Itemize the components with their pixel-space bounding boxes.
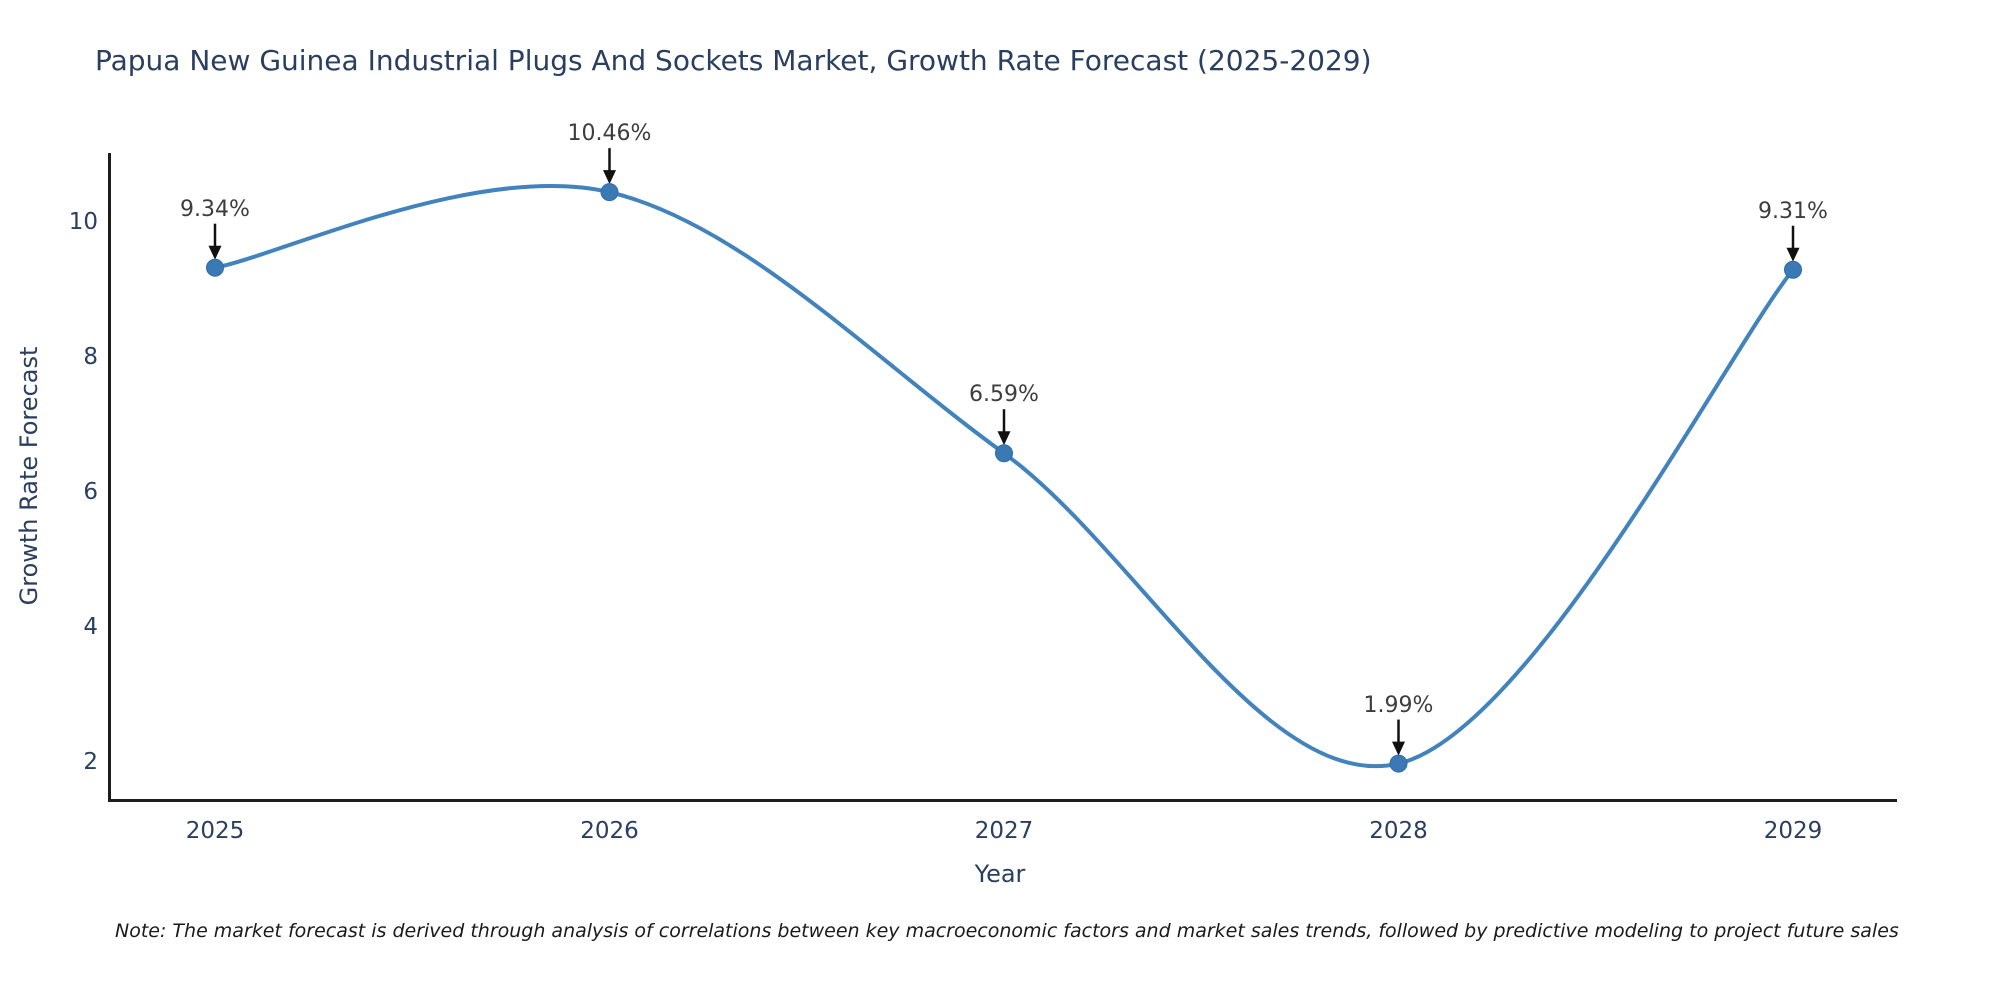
y-axis-line: [108, 153, 111, 802]
x-axis-line: [108, 799, 1897, 802]
data-point-label: 9.34%: [180, 196, 250, 222]
y-tick-label: 6: [83, 479, 98, 506]
data-point-label: 10.46%: [567, 121, 652, 147]
annotation-arrowhead-icon: [1392, 741, 1405, 756]
data-point-marker[interactable]: [600, 183, 619, 202]
y-tick-label: 8: [83, 344, 98, 371]
chart-title: Papua New Guinea Industrial Plugs And So…: [95, 44, 1372, 77]
y-tick-label: 2: [83, 748, 98, 775]
y-tick-label: 4: [83, 613, 98, 640]
data-point-marker[interactable]: [206, 258, 224, 277]
x-tick-label: 2028: [1369, 818, 1428, 844]
x-axis-title: Year: [974, 860, 1026, 888]
annotation-arrowhead-icon: [1786, 247, 1800, 262]
y-tick-label: 10: [68, 209, 98, 236]
data-point-label: 9.31%: [1758, 198, 1828, 224]
x-tick-label: 2026: [580, 818, 639, 844]
data-point-marker[interactable]: [995, 444, 1013, 463]
data-point-label: 1.99%: [1363, 692, 1434, 718]
annotation-arrowhead-icon: [997, 431, 1011, 446]
data-point-marker[interactable]: [1389, 754, 1408, 773]
forecast-line: [214, 183, 1795, 768]
annotation-arrowhead-icon: [603, 170, 616, 185]
data-point-label: 6.59%: [969, 382, 1039, 408]
x-tick-label: 2029: [1763, 818, 1823, 844]
data-point-marker[interactable]: [1784, 260, 1802, 279]
x-tick-label: 2025: [185, 818, 245, 844]
x-tick-label: 2027: [974, 818, 1034, 844]
footnote: Note: The market forecast is derived thr…: [115, 920, 1899, 942]
annotation-arrowhead-icon: [208, 245, 222, 260]
